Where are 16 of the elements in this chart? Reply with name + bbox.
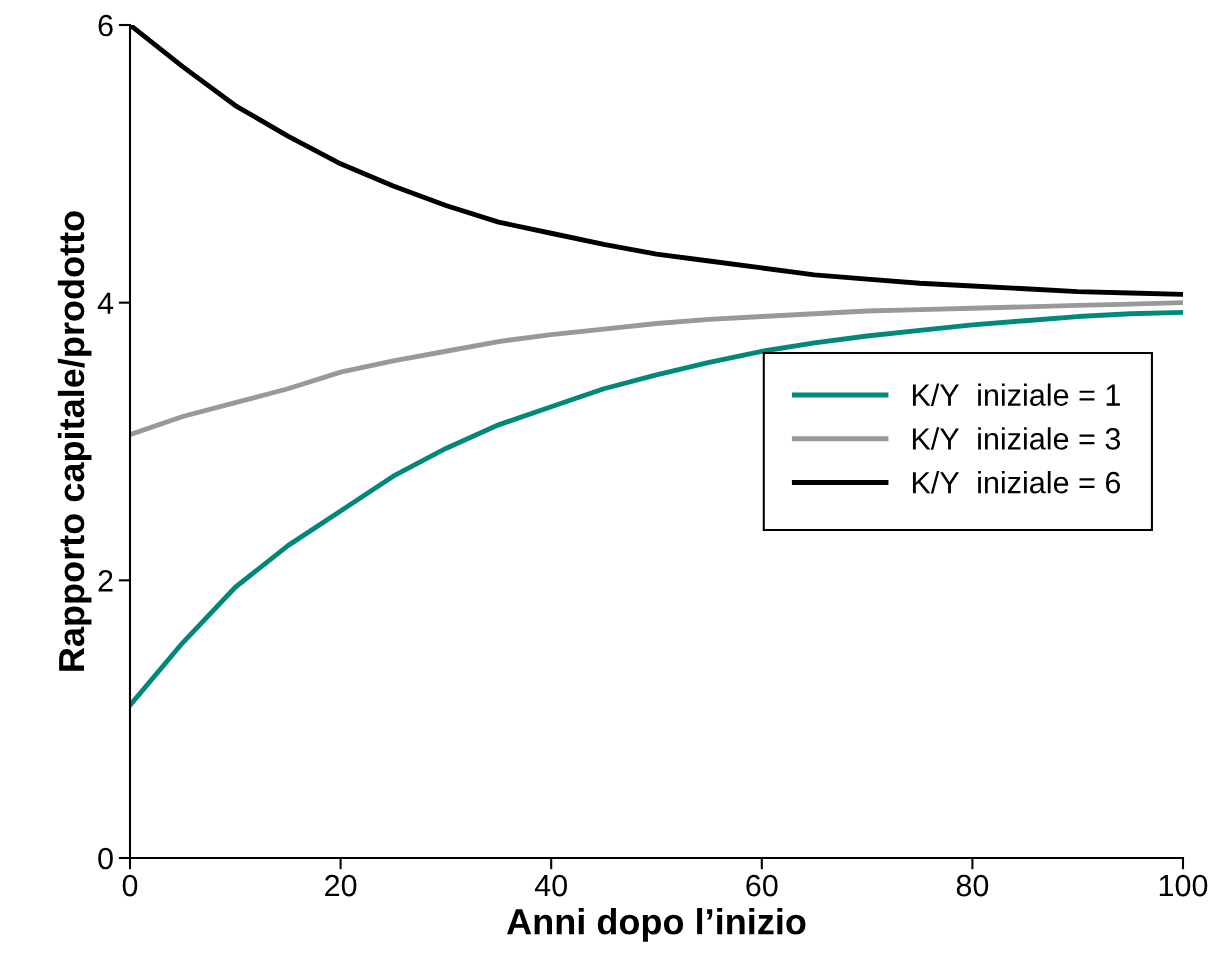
x-tick-label: 40 <box>534 874 567 897</box>
legend-label: K/Y iniziale = 1 <box>912 383 1120 406</box>
y-tick-label: 2 <box>98 570 113 592</box>
y-tick-label: 4 <box>97 292 114 314</box>
legend-label: K/Y iniziale = 6 <box>912 471 1121 494</box>
line-series <box>130 309 1183 708</box>
x-tick-label: 60 <box>746 874 778 897</box>
y-tick-label: 6 <box>98 14 113 37</box>
x-axis-title: Anni dopo l’inizio <box>506 908 806 942</box>
x-tick-label: 0 <box>122 874 138 897</box>
x-tick-label: 20 <box>325 874 357 897</box>
legend-label: K/Y iniziale = 3 <box>912 427 1121 450</box>
y-axis-title: Rapporto capitale/prodotto <box>57 211 92 671</box>
x-tick-label: 80 <box>956 874 989 897</box>
y-tick-label: 0 <box>98 847 113 870</box>
x-tick-label: 100 <box>1159 874 1208 897</box>
